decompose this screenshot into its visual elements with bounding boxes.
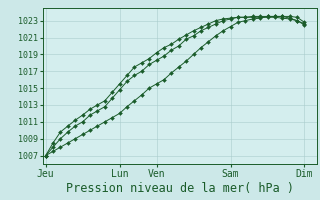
X-axis label: Pression niveau de la mer( hPa ): Pression niveau de la mer( hPa )	[66, 182, 294, 195]
